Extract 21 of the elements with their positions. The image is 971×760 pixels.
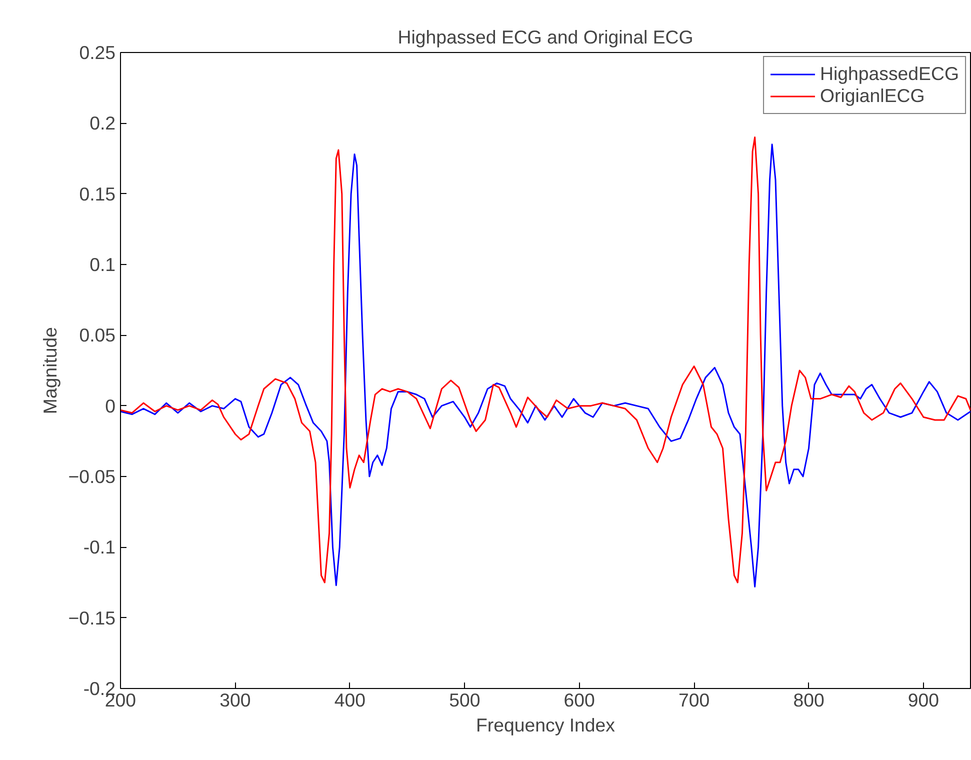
- x-tick-label: 500: [449, 690, 480, 710]
- x-tick-label: 900: [908, 690, 940, 710]
- x-tick-label: 600: [564, 690, 595, 710]
- x-tick-label: 400: [334, 690, 366, 710]
- y-tick-label: 0.1: [90, 254, 116, 275]
- y-tick-label: 0: [105, 395, 116, 416]
- x-tick-label: 800: [793, 690, 824, 710]
- y-axis-title: Magnitude: [39, 326, 60, 414]
- chart-title: Highpassed ECG and Original ECG: [398, 26, 694, 48]
- legend-label: HighpassedECG: [820, 63, 959, 85]
- legend-label: OrigianlECG: [820, 85, 925, 107]
- x-tick-label: 700: [678, 690, 710, 710]
- y-tick-label: 0.05: [79, 324, 116, 346]
- y-tick-label: 0.15: [79, 183, 116, 204]
- y-tick-label: 0.2: [90, 112, 116, 134]
- y-tick-label: −0.15: [68, 607, 116, 628]
- x-tick-label: 300: [220, 690, 251, 710]
- y-tick-label: -0.1: [83, 536, 116, 558]
- y-tick-label: −0.05: [68, 466, 116, 487]
- y-tick-label: 0.25: [79, 42, 116, 63]
- x-axis-title: Frequency Index: [476, 714, 616, 736]
